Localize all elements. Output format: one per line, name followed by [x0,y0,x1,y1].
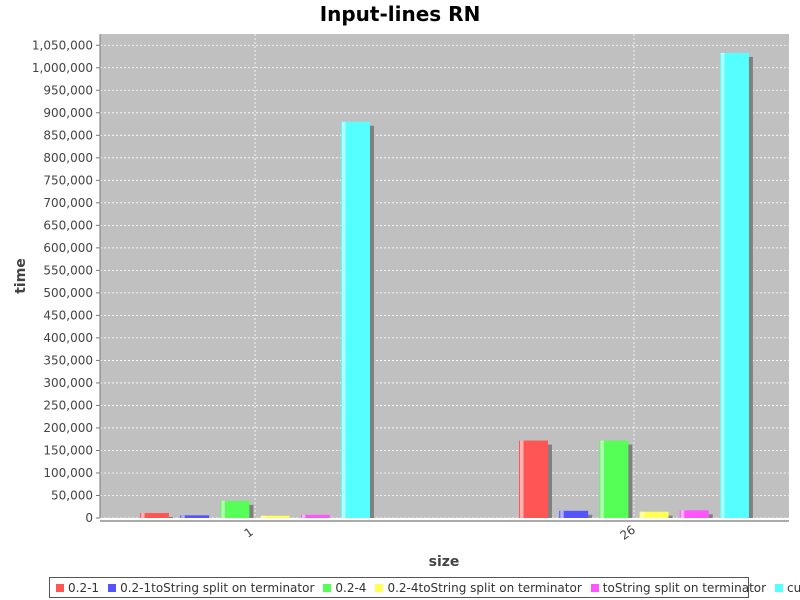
bar [220,500,250,518]
plot-background [100,34,789,518]
bar-highlight [640,511,645,518]
y-tick-label: 600,000 [43,241,93,255]
legend-label: toString split on terminator [602,580,767,595]
y-tick-label: 550,000 [43,263,93,277]
y-tick-label: 1,050,000 [32,38,93,52]
y-tick-label: 300,000 [43,376,93,390]
y-tick-label: 700,000 [43,196,93,210]
y-tick-label: 650,000 [43,218,93,232]
y-tick-label: 1,000,000 [32,61,93,75]
y-tick-label: 350,000 [43,353,93,367]
legend-item: 0.2-1toString split on terminator [108,581,314,595]
y-tick-label: 100,000 [43,466,93,480]
y-tick-label: 50,000 [51,488,93,502]
legend-item: 0.2-4toString split on terminator [375,580,582,595]
bar-highlight [520,440,524,518]
x-tick-label: 26 [617,523,638,543]
legend-swatch [375,583,384,592]
y-tick-label: 950,000 [43,83,93,97]
bar-highlight [600,440,604,518]
bar [679,510,709,518]
bar-highlight [301,514,306,518]
y-tick-label: 200,000 [43,421,93,435]
legend-label: current [787,580,800,595]
bar-highlight [221,500,225,518]
y-tick-label: 900,000 [43,106,93,120]
y-tick-label: 500,000 [43,286,93,300]
y-tick-label: 400,000 [43,331,93,345]
y-tick-label: 250,000 [43,398,93,412]
bar-highlight [680,510,685,518]
legend-swatch [56,583,64,592]
legend-swatch [108,583,117,592]
bar [719,52,749,519]
bar [639,511,669,518]
bar [341,121,370,518]
legend-label: 0.2-4 [335,580,367,595]
plot-area: 0 50,000 100,000 150,000 200,000 250,000 300,0… [32,34,789,543]
y-tick-label: 800,000 [43,151,93,165]
x-tick-label: 1 [242,525,256,541]
bar [519,440,548,518]
bar [599,440,629,518]
legend-label: 0.2-4toString split on terminator [387,580,582,595]
bar-highlight [560,510,564,518]
bar [559,510,589,518]
bar-highlight [261,515,266,518]
bar-chart: Input-lines RN 0 50,000 100,000 150,000 200,… [13,2,789,570]
y-axis-label: time [13,258,29,294]
bar-highlight [342,121,346,518]
bar [180,515,210,518]
bar-highlight [720,52,725,519]
y-tick-label: 450,000 [43,308,93,322]
bar-highlight [141,513,145,518]
y-tick-label: 0 [85,511,93,525]
y-tick-label: 850,000 [43,128,93,142]
legend-label: 0.2-1toString split on terminator [120,580,315,595]
legend-label: 0.2-1 [68,580,100,595]
y-tick-label: 150,000 [43,443,93,457]
legend-item: current [775,581,800,595]
y-tick-label: 750,000 [43,173,93,187]
legend-swatch [590,583,599,592]
chart-title: Input-lines RN [320,2,481,26]
legend-item: 0.2-4 [323,581,366,595]
legend-item: 0.2-1 [56,581,99,595]
bar [300,514,330,518]
bar [140,513,170,518]
bar [260,515,290,518]
bar-highlight [181,515,185,518]
legend-swatch [323,583,332,592]
chart-legend: 0.2-1 0.2-1toString split on terminator 0.… [49,577,800,598]
legend-swatch [775,583,784,592]
x-axis-label: size [429,554,460,570]
legend-item: toString split on terminator [590,580,767,595]
